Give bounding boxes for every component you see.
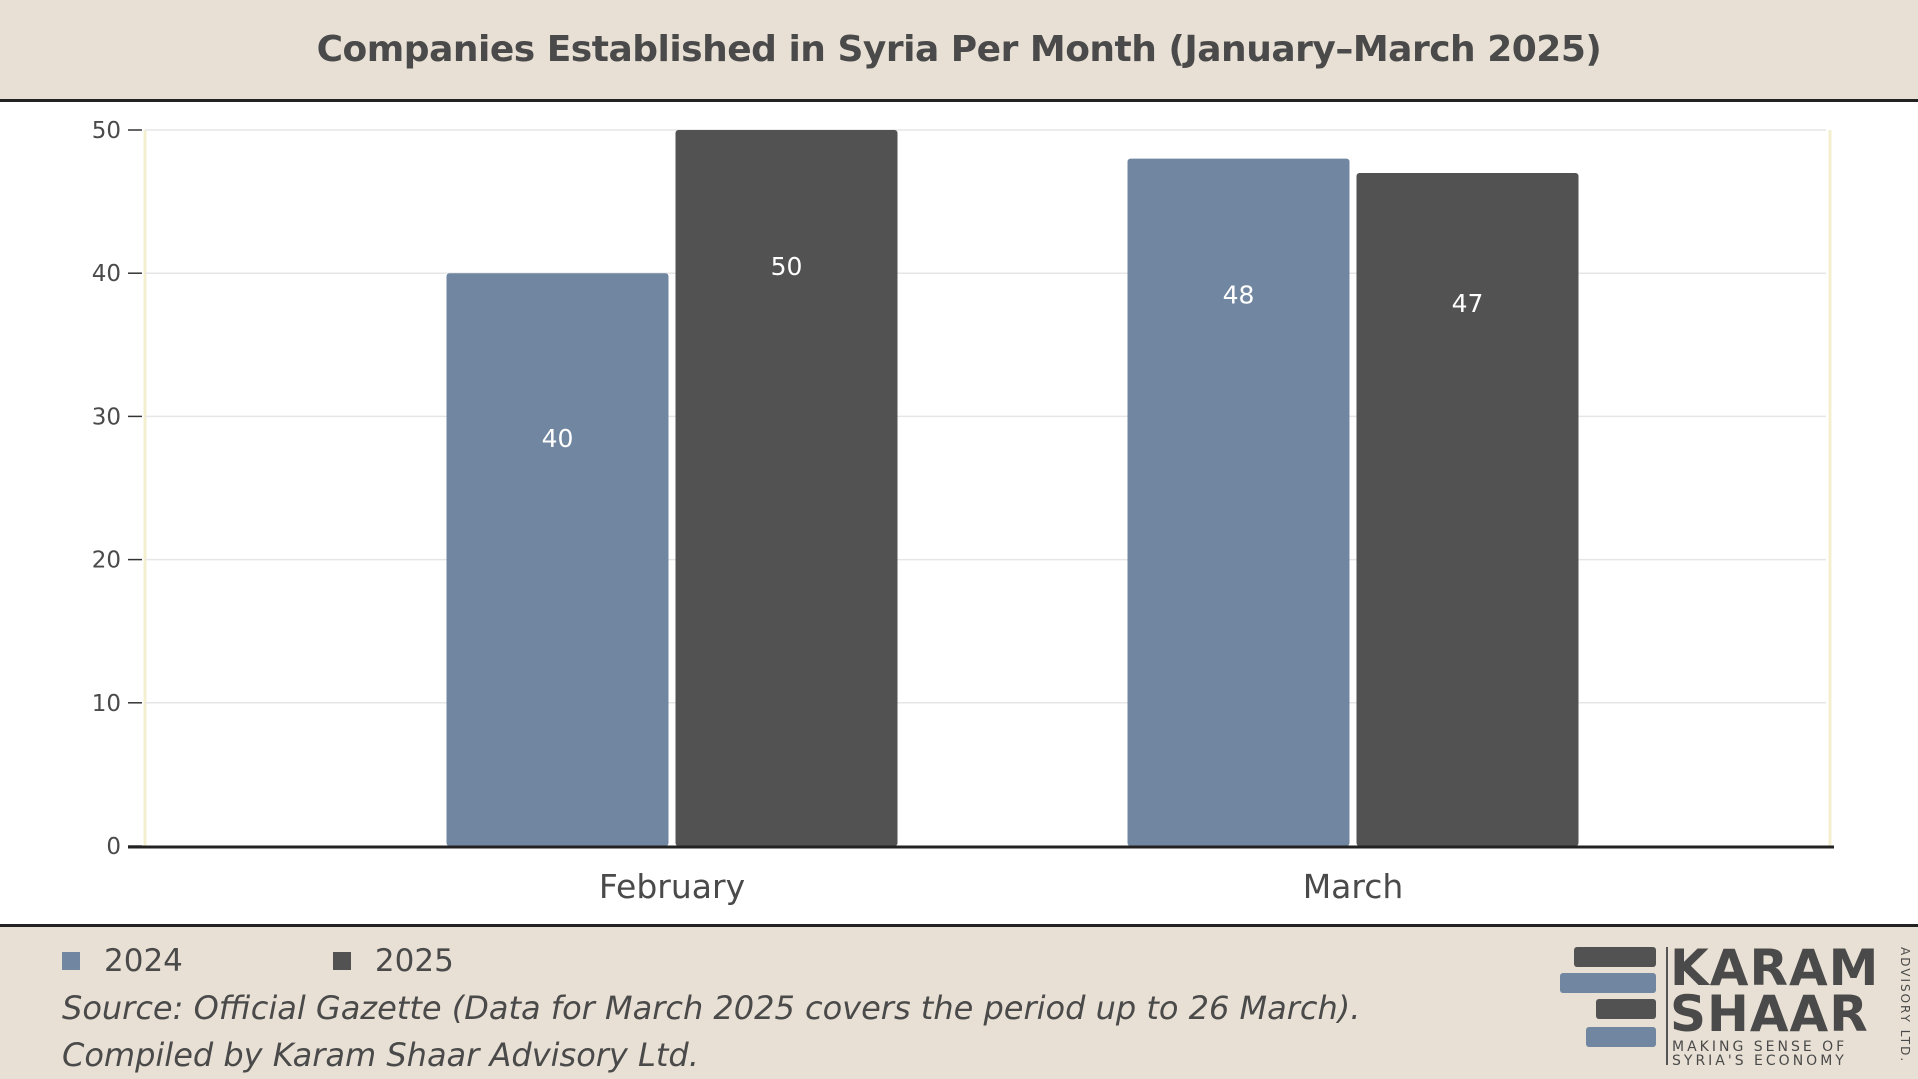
legend: 2024 2025 (62, 943, 604, 979)
logo-name-line1: KARAM (1670, 939, 1880, 997)
logo-bar-4 (1586, 1027, 1656, 1047)
logo-bar-3 (1596, 999, 1656, 1019)
logo-bar-1 (1574, 947, 1656, 967)
legend-label-2025: 2025 (374, 943, 454, 979)
legend-item-2025: 2025 (332, 943, 454, 979)
data-label-2024-march: 48 (1223, 281, 1255, 310)
x-category-label-february: February (599, 867, 745, 906)
y-tick-label: 20 (92, 548, 121, 574)
bar-2024-february (446, 273, 669, 846)
logo-tagline-line2: SYRIA'S ECONOMY (1672, 1053, 1847, 1069)
legend-swatch-2025 (332, 952, 351, 970)
data-label-2025-march: 47 (1452, 289, 1484, 318)
footer: 2024 2025 Source: Official Gazette (Data… (0, 924, 1918, 1079)
karam-shaar-logo: KARAM SHAAR MAKING SENSE OF SYRIA'S ECON… (1558, 943, 1912, 1069)
y-tick-label: 0 (106, 834, 121, 860)
y-tick-label: 10 (92, 691, 121, 717)
logo-vertical-text: ADVISORY LTD. (1898, 947, 1912, 1064)
chart-header: Companies Established in Syria Per Month… (0, 0, 1918, 102)
logo-bar-2 (1560, 973, 1656, 993)
chart-area: 0 10 20 30 40 50 40 50 February 48 47 March (0, 102, 1918, 924)
bar-2025-february (675, 130, 898, 846)
legend-item-2024: 2024 (62, 943, 183, 979)
bar-chart: 0 10 20 30 40 50 40 50 February 48 47 March (92, 118, 1834, 906)
logo-divider (1666, 947, 1668, 1065)
legend-label-2024: 2024 (104, 943, 183, 979)
y-tick-label: 40 (92, 261, 121, 287)
logo-tagline-line1: MAKING SENSE OF (1672, 1039, 1848, 1055)
legend-swatch-2024 (62, 952, 80, 970)
y-tick-label: 30 (92, 404, 121, 430)
bar-2024-march (1127, 158, 1350, 846)
x-category-label-march: March (1303, 867, 1404, 906)
y-tick-label: 50 (92, 118, 121, 144)
source-note: Source: Official Gazette (Data for March… (62, 989, 1361, 1074)
chart-title: Companies Established in Syria Per Month… (316, 29, 1602, 70)
bar-2025-march (1356, 172, 1579, 847)
data-label-2024-february: 40 (542, 424, 574, 453)
data-label-2025-february: 50 (771, 252, 803, 281)
logo-name-line2: SHAAR (1670, 985, 1869, 1043)
